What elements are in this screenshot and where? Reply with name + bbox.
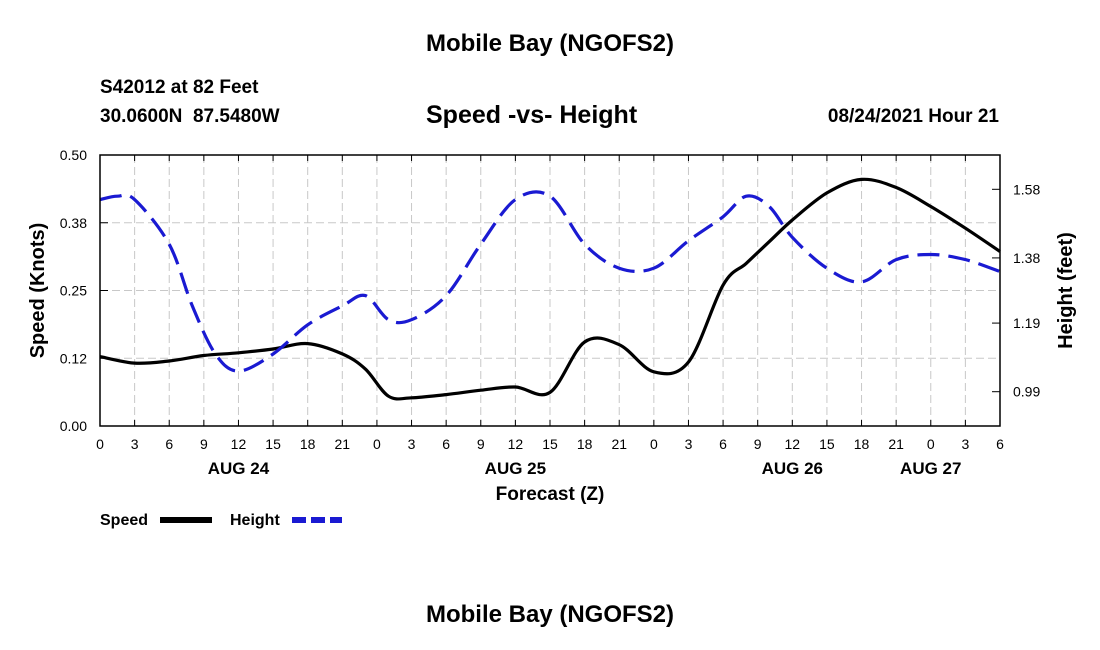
- x-tick-label: 21: [611, 436, 627, 452]
- x-tick-label: 3: [961, 436, 969, 452]
- series-layer: [99, 177, 1001, 401]
- y-tick-label: 0.50: [60, 147, 87, 163]
- y-axis-title: Speed (Knots): [27, 223, 49, 359]
- y-tick-label: 0.12: [60, 350, 87, 366]
- x-tick-label: 12: [508, 436, 524, 452]
- series-line-height: [99, 190, 1001, 373]
- y-tick-label: 0.00: [60, 418, 87, 434]
- x-tick-label: 21: [335, 436, 351, 452]
- x-tick-label: 12: [785, 436, 801, 452]
- x-tick-label: 6: [165, 436, 173, 452]
- legend: Speed Height: [100, 512, 342, 529]
- y2-axis-title: Height (feet): [1055, 232, 1077, 349]
- y2-tick-label: 0.99: [1013, 384, 1040, 400]
- y-tick-label: 0.25: [60, 283, 87, 299]
- grid-layer: [100, 155, 1000, 426]
- x-tick-label: 15: [542, 436, 558, 452]
- legend-height-label: Height: [230, 512, 280, 529]
- x-date-label: AUG 27: [900, 459, 961, 478]
- x-tick-label: 15: [265, 436, 281, 452]
- x-tick-label: 6: [442, 436, 450, 452]
- x-date-label: AUG 25: [485, 459, 546, 478]
- station-label: S42012 at 82 Feet: [100, 77, 259, 98]
- forecast-datetime: 08/24/2021 Hour 21: [827, 106, 999, 127]
- x-tick-label: 0: [927, 436, 935, 452]
- coordinates-label: 30.0600N 87.5480W: [100, 106, 280, 127]
- y2-tick-label: 1.38: [1013, 250, 1040, 266]
- x-tick-label: 9: [200, 436, 208, 452]
- y-tick-label: 0.38: [60, 215, 87, 231]
- x-tick-label: 18: [300, 436, 316, 452]
- chart-title: Mobile Bay (NGOFS2): [425, 30, 675, 57]
- axis-layer: 0 3 6 9 12 15 18 21 0 3 6 9 12 15 18 21 0 3 6 9 12 15 18 21 0 3 6 0…: [27, 147, 1077, 505]
- x-tick-label: 0: [96, 436, 104, 452]
- x-tick-label: 18: [577, 436, 593, 452]
- y2-tick-label: 1.19: [1013, 315, 1040, 331]
- x-axis-title: Forecast (Z): [496, 484, 605, 505]
- series-line-speed: [99, 177, 1001, 401]
- legend-speed-label: Speed: [100, 512, 148, 529]
- x-date-label: AUG 26: [762, 459, 823, 478]
- footer-title: Mobile Bay (NGOFS2): [425, 601, 675, 628]
- x-tick-label: 21: [888, 436, 904, 452]
- x-tick-label: 3: [685, 436, 693, 452]
- x-tick-label: 0: [650, 436, 658, 452]
- x-tick-label: 9: [477, 436, 485, 452]
- x-tick-label: 18: [854, 436, 870, 452]
- x-date-label: AUG 24: [208, 459, 270, 478]
- x-tick-label: 3: [408, 436, 416, 452]
- x-tick-label: 6: [719, 436, 727, 452]
- chart-subtitle: Speed -vs- Height: [426, 101, 638, 129]
- x-tick-label: 9: [754, 436, 762, 452]
- x-tick-label: 12: [231, 436, 247, 452]
- y2-tick-label: 1.58: [1013, 181, 1040, 197]
- x-tick-label: 15: [819, 436, 835, 452]
- x-tick-label: 0: [373, 436, 381, 452]
- x-tick-label: 3: [131, 436, 139, 452]
- x-tick-label: 6: [996, 436, 1004, 452]
